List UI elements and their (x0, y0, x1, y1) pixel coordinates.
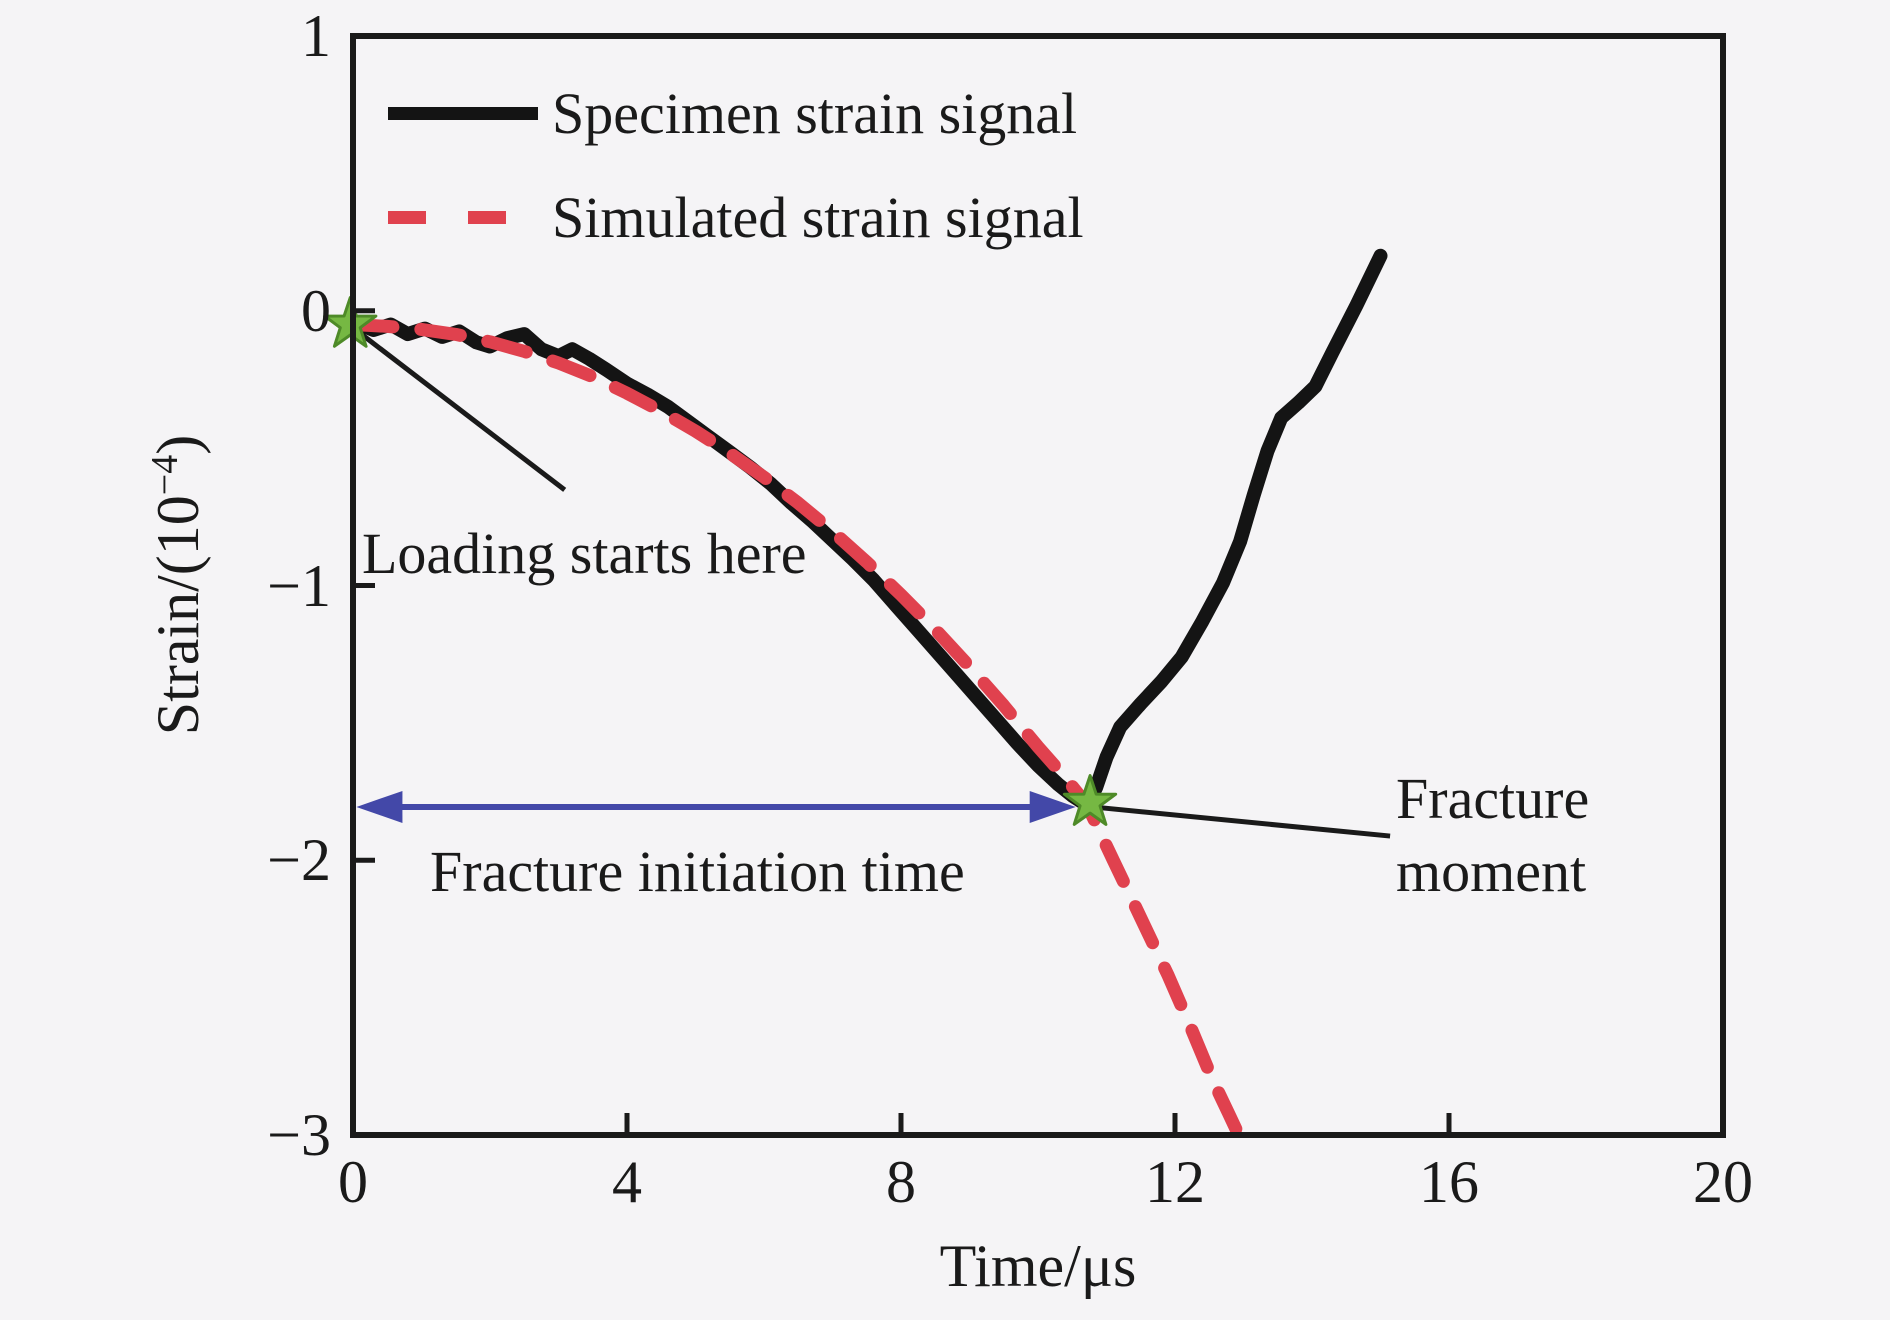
annotation-loading-starts-here: Loading starts here (362, 521, 807, 586)
fracture-point-marker (1062, 774, 1118, 826)
y-tick-label: −2 (267, 827, 331, 894)
simulated-line-swatch (388, 210, 538, 224)
simulated-strain-curve (346, 318, 1246, 1142)
annotation-fracture-initiation-time: Fracture initiation time (430, 839, 965, 904)
specimen-line-swatch (388, 106, 538, 120)
x-tick-label: 8 (886, 1149, 916, 1215)
y-axis-title-exponent: −4 (144, 454, 186, 496)
y-tick-label: 1 (301, 3, 331, 69)
x-tick-label: 4 (612, 1149, 642, 1215)
legend-label-specimen: Specimen strain signal (552, 80, 1078, 146)
y-tick-label: 0 (301, 277, 331, 344)
y-tick-label: −1 (267, 552, 331, 619)
y-axis-title-close: ) (145, 434, 211, 455)
legend-label-simulated: Simulated strain signal (552, 184, 1084, 250)
x-tick-label: 12 (1145, 1149, 1205, 1215)
fracture-initiation-arrow-head (356, 790, 403, 823)
loading-pointer-line (358, 331, 567, 492)
annotation-fracture-moment: Fracture moment (1396, 766, 1590, 904)
x-tick-label: 16 (1419, 1149, 1479, 1215)
x-axis-title: Time/μs (939, 1233, 1137, 1299)
specimen-strain-curve (346, 248, 1388, 813)
y-tick-label: −3 (267, 1102, 331, 1168)
x-tick-label: 20 (1693, 1149, 1753, 1215)
x-tick-label: 0 (338, 1149, 368, 1215)
fracture-moment-pointer (1092, 804, 1391, 839)
legend-item-simulated: Simulated strain signal (388, 181, 1084, 253)
fracture-initiation-arrow-head (1029, 790, 1076, 823)
legend-item-specimen: Specimen strain signal (388, 77, 1077, 149)
